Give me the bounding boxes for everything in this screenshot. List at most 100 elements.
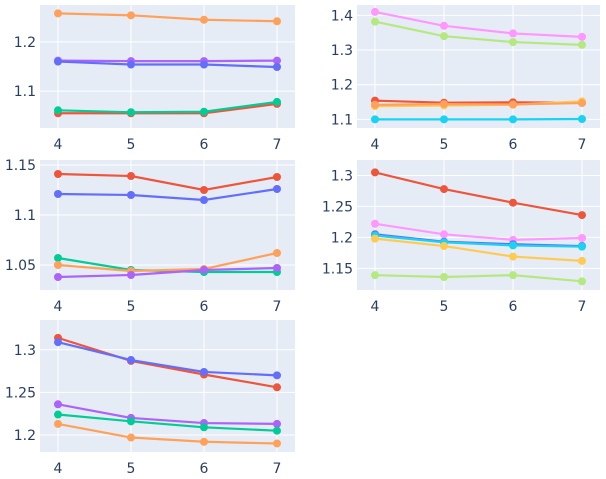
series-4-point — [578, 242, 586, 251]
series-3-point — [54, 254, 62, 262]
series-5-point — [273, 264, 281, 272]
series-2-point — [440, 32, 448, 41]
y-tick-label: 1.2 — [14, 428, 36, 444]
series-1-point — [127, 11, 135, 20]
x-tick-label: 5 — [440, 299, 449, 315]
series-6-point — [440, 273, 448, 281]
series-2-point — [273, 185, 281, 193]
series-5-point — [54, 273, 62, 281]
series-1-point — [200, 15, 208, 24]
series-line-5 — [57, 100, 278, 114]
series-4-point — [54, 261, 62, 269]
x-tick-label: 7 — [273, 461, 282, 477]
series-line-5 — [374, 101, 583, 106]
series-2-point — [273, 371, 281, 380]
series-5-point — [509, 252, 517, 261]
series-5-point — [273, 439, 281, 448]
series-2-point — [440, 230, 448, 239]
series-5-point — [578, 99, 586, 108]
y-tick-label: 1.2 — [14, 35, 36, 51]
series-2-point — [54, 190, 62, 198]
x-tick-label: 4 — [54, 299, 63, 315]
y-tick-label: 1.15 — [322, 261, 353, 277]
series-2-point — [200, 367, 208, 376]
y-tick-label: 1.2 — [331, 230, 353, 246]
series-5-point — [54, 419, 62, 428]
series-5-point — [54, 106, 62, 115]
series-line-4 — [57, 251, 278, 273]
y-tick-label: 1.1 — [14, 208, 36, 224]
series-line-4 — [374, 234, 583, 248]
x-tick-label: 4 — [371, 137, 380, 153]
series-1-point — [509, 198, 517, 207]
series-1-point — [273, 173, 281, 181]
subplot-2: 4 5 6 7 1.1 1.2 1.3 1.4 — [331, 5, 600, 153]
y-tick-label: 1.25 — [5, 385, 36, 401]
series-3-point — [54, 57, 62, 66]
x-tick-label: 5 — [440, 137, 449, 153]
series-2-point — [371, 219, 379, 228]
series-3-point — [273, 62, 281, 71]
series-line-2 — [374, 20, 583, 46]
y-tick-label: 1.3 — [14, 343, 36, 359]
series-6-point — [509, 115, 517, 124]
series-2-point — [578, 234, 586, 242]
series-line-5 — [374, 237, 583, 263]
series-4-point — [200, 423, 208, 432]
subplot-1: 4 5 6 7 1.1 1.2 — [14, 5, 295, 153]
y-tick-label: 1.15 — [5, 158, 36, 174]
series-line-1 — [57, 172, 278, 192]
series-1-point — [273, 383, 281, 392]
y-tick-label: 1.3 — [331, 168, 353, 184]
series-1-point — [371, 168, 379, 177]
series-5-point — [127, 271, 135, 279]
series-line-2 — [57, 341, 278, 377]
y-tick-label: 1.1 — [331, 112, 353, 128]
y-tick-label: 1.1 — [14, 84, 36, 100]
series-1-point — [54, 170, 62, 178]
series-1-point — [127, 172, 135, 180]
series-1-point — [578, 32, 586, 41]
plot-background — [357, 5, 600, 128]
x-tick-label: 6 — [509, 137, 518, 153]
series-2-point — [273, 56, 281, 65]
series-1-point — [200, 186, 208, 194]
series-5-point — [127, 433, 135, 442]
series-line-1 — [374, 171, 583, 217]
series-2-point — [371, 17, 379, 26]
y-tick-label: 1.4 — [331, 8, 353, 24]
series-2-point — [509, 38, 517, 47]
series-5-point — [440, 100, 448, 109]
series-5-point — [127, 108, 135, 117]
series-5-point — [509, 100, 517, 109]
series-1-point — [440, 185, 448, 194]
series-1-point — [440, 21, 448, 30]
plot-background — [357, 160, 600, 290]
series-6-point — [371, 115, 379, 124]
series-2-point — [127, 356, 135, 365]
series-2-point — [54, 338, 62, 347]
y-tick-label: 1.05 — [5, 258, 36, 274]
x-tick-label: 7 — [273, 137, 282, 153]
series-6-point — [578, 277, 586, 286]
series-5-point — [200, 437, 208, 446]
series-line-5 — [57, 266, 278, 279]
series-1-point — [509, 29, 517, 38]
series-3-point — [54, 400, 62, 409]
series-5-point — [440, 242, 448, 251]
series-line-1 — [57, 12, 278, 23]
series-1-point — [273, 17, 281, 26]
series-line-2 — [374, 222, 583, 241]
x-tick-label: 6 — [200, 461, 209, 477]
series-2-point — [200, 196, 208, 204]
x-tick-label: 4 — [54, 137, 63, 153]
series-3-point — [200, 60, 208, 69]
x-tick-label: 7 — [578, 137, 587, 153]
series-5-point — [578, 256, 586, 265]
x-tick-label: 4 — [371, 299, 380, 315]
x-tick-label: 5 — [127, 137, 136, 153]
series-5-point — [273, 97, 281, 106]
series-line-4 — [58, 102, 278, 115]
series-6-point — [578, 114, 586, 123]
